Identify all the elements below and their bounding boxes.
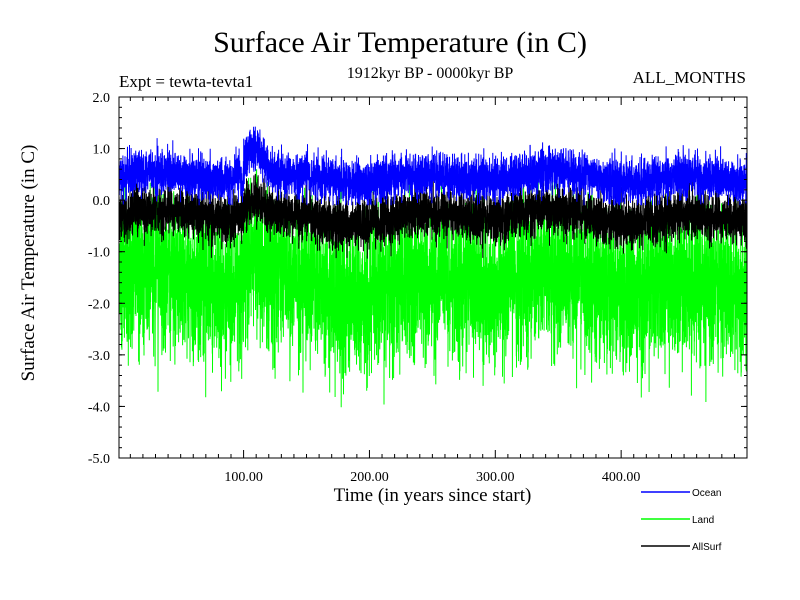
series-line-ocean [119, 126, 747, 206]
x-tick-label: 100.00 [224, 470, 263, 485]
legend-label-land: Land [692, 515, 714, 526]
legend-label-ocean: Ocean [692, 488, 721, 499]
y-tick-label: -2.0 [88, 297, 110, 312]
y-tick-label: -5.0 [88, 452, 110, 467]
y-tick-label: 0.0 [93, 194, 111, 209]
y-tick-label: 1.0 [93, 143, 111, 158]
series-line-land [119, 169, 747, 408]
chart-title: Surface Air Temperature (in C) [213, 26, 587, 59]
y-tick-label: -1.0 [88, 246, 110, 261]
y-tick-label: -4.0 [88, 400, 110, 415]
y-tick-label: -3.0 [88, 349, 110, 364]
experiment-label: Expt = tewta-tevta1 [119, 72, 254, 91]
season-label: ALL_MONTHS [632, 68, 746, 87]
legend-label-allsurf: AllSurf [692, 542, 722, 553]
y-tick-label: 2.0 [93, 91, 111, 106]
x-tick-label: 200.00 [350, 470, 389, 485]
chart-subtitle: 1912kyr BP - 0000kyr BP [346, 65, 514, 82]
x-axis-label: Time (in years since start) [333, 485, 532, 506]
x-tick-label: 300.00 [476, 470, 515, 485]
plot-frame [118, 96, 748, 459]
x-tick-label: 400.00 [602, 470, 641, 485]
series-line-allsurf [119, 173, 747, 259]
